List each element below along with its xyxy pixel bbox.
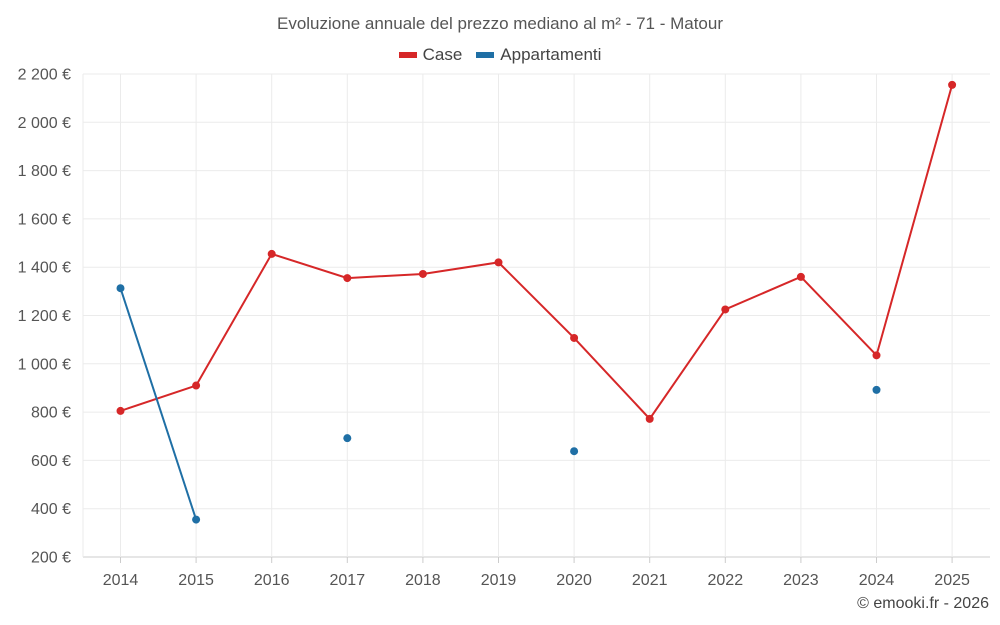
legend-item-case[interactable]: Case <box>398 45 463 65</box>
x-tick-label: 2025 <box>934 572 970 589</box>
x-tick-label: 2020 <box>556 572 592 589</box>
data-point-case <box>418 269 427 278</box>
y-tick-label: 800 € <box>31 405 71 422</box>
x-tick-label: 2021 <box>632 572 668 589</box>
x-tick-label: 2024 <box>859 572 895 589</box>
data-point-case <box>343 274 352 283</box>
y-tick-label: 200 € <box>31 550 71 567</box>
data-point-case <box>570 333 579 342</box>
series-line-case <box>120 84 954 421</box>
x-tick-label: 2019 <box>481 572 517 589</box>
data-point-appartamenti <box>343 434 352 443</box>
y-tick-label: 2 000 € <box>18 115 71 132</box>
legend-swatch-appartamenti <box>476 52 495 58</box>
data-point-case <box>796 272 805 281</box>
data-point-appartamenti <box>192 515 201 524</box>
series-line-appartamenti <box>119 287 198 520</box>
data-point-appartamenti <box>570 447 579 456</box>
y-tick-label: 600 € <box>31 453 71 470</box>
legend-label-case: Case <box>422 45 463 64</box>
data-point-case <box>192 381 201 390</box>
data-point-case <box>721 305 730 314</box>
data-point-case <box>267 249 276 258</box>
x-tick-label: 2017 <box>330 572 366 589</box>
y-tick-label: 2 200 € <box>18 67 71 84</box>
y-tick-label: 1 400 € <box>18 260 71 277</box>
x-tick-label: 2022 <box>708 572 744 589</box>
x-tick-label: 2016 <box>254 572 290 589</box>
y-tick-label: 400 € <box>31 501 71 518</box>
legend-swatch-case <box>398 52 417 58</box>
legend-item-appartamenti[interactable]: Appartamenti <box>476 45 601 65</box>
x-tick-label: 2014 <box>103 572 139 589</box>
legend-label-appartamenti: Appartamenti <box>500 45 602 64</box>
y-tick-label: 1 600 € <box>18 211 71 228</box>
x-tick-label: 2015 <box>178 572 214 589</box>
x-tick-label: 2018 <box>405 572 441 589</box>
y-tick-label: 1 800 € <box>18 163 71 180</box>
credit-text: © emooki.fr - 2026 <box>857 595 989 612</box>
legend: Case Appartamenti <box>0 45 1000 65</box>
chart-title: Evoluzione annuale del prezzo mediano al… <box>276 14 724 33</box>
y-tick-label: 1 000 € <box>18 356 71 373</box>
data-point-case <box>872 351 881 360</box>
data-point-appartamenti <box>872 385 881 394</box>
data-point-case <box>494 258 503 267</box>
data-point-case <box>645 414 654 423</box>
data-point-case <box>948 80 957 89</box>
x-tick-label: 2023 <box>783 572 819 589</box>
y-tick-label: 1 200 € <box>18 308 71 325</box>
data-point-appartamenti <box>116 284 125 293</box>
data-point-case <box>116 406 125 415</box>
